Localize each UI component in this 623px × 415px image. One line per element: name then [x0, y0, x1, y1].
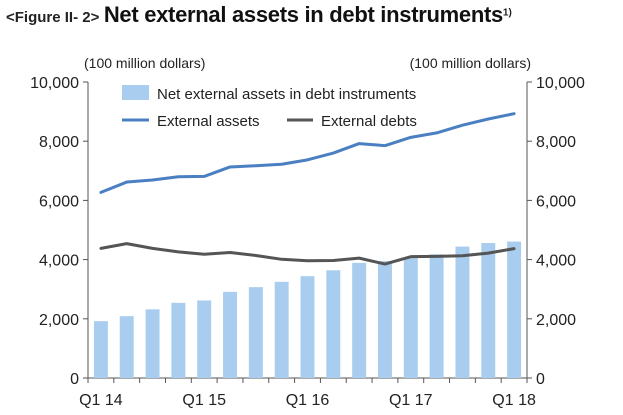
external-assets-line: [99, 112, 516, 194]
figure-footnote-marker: 1): [502, 7, 512, 19]
legend-label-assets: External assets: [157, 113, 260, 130]
figure-title-text: Net external assets in debt instruments: [103, 2, 503, 27]
x-tick-label: Q1 15: [182, 392, 226, 409]
bar: [93, 321, 108, 378]
bar: [507, 241, 522, 378]
figure-number: <Figure II- 2>: [6, 9, 100, 26]
y-tick-label-left: 4,000: [39, 253, 79, 270]
external-debts-line: [99, 242, 516, 266]
y-tick-label-left: 8,000: [39, 134, 79, 151]
bar: [223, 291, 238, 378]
bar: [119, 316, 134, 378]
bar: [481, 243, 496, 378]
bar: [326, 270, 341, 378]
x-tick-label: Q1 18: [492, 392, 536, 409]
bar: [300, 276, 315, 378]
x-tick-label: Q1 14: [79, 392, 123, 409]
bar: [429, 254, 444, 378]
x-tick-label: Q1 16: [286, 392, 330, 409]
y-tick-label-right: 4,000: [536, 253, 576, 270]
y-tick-label-left: 10,000: [30, 75, 79, 92]
y-tick-label-right: 6,000: [536, 193, 576, 210]
bar: [403, 257, 418, 378]
y-tick-label-right: 10,000: [536, 75, 585, 92]
y-tick-label-right: 0: [536, 371, 545, 388]
bar: [352, 262, 367, 378]
y-tick-label-right: 8,000: [536, 134, 576, 151]
y-tick-label-left: 0: [70, 371, 79, 388]
x-tick-label: Q1 17: [389, 392, 433, 409]
figure-title: <Figure II- 2> Net external assets in de…: [6, 2, 512, 28]
unit-label-right: (100 million dollars): [410, 55, 531, 71]
unit-label-left: (100 million dollars): [84, 55, 205, 71]
y-tick-label-right: 2,000: [536, 312, 576, 329]
legend-label-bar: Net external assets in debt instruments: [157, 86, 416, 103]
bar: [455, 246, 470, 378]
bar: [248, 287, 263, 378]
legend-label-debts: External debts: [321, 113, 417, 130]
bar: [197, 300, 212, 378]
y-tick-label-left: 2,000: [39, 312, 79, 329]
y-tick-label-left: 6,000: [39, 193, 79, 210]
bar: [377, 261, 392, 378]
bar: [145, 309, 160, 378]
bar: [274, 281, 289, 378]
legend-swatch-bar: [122, 85, 149, 100]
bar: [171, 302, 186, 378]
